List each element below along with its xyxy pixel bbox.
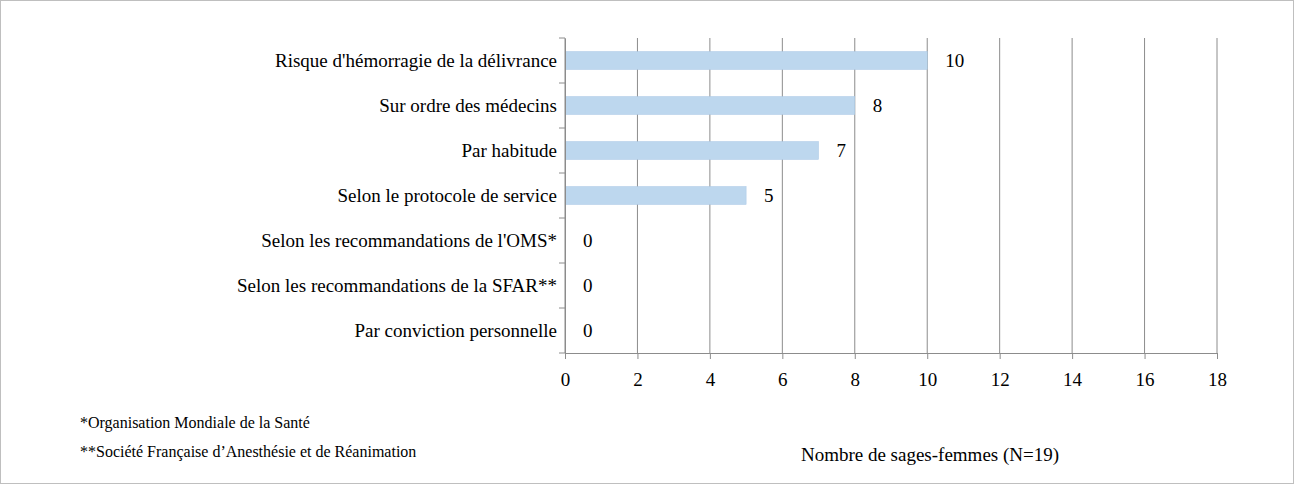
y-tick-label: Selon les recommandations de la SFAR** (237, 275, 557, 296)
x-tick: 14 (1063, 353, 1083, 390)
x-tick: 2 (633, 353, 643, 390)
y-tick-label: Par conviction personnelle (354, 320, 557, 341)
y-separator (559, 38, 565, 39)
x-tick-mark (637, 353, 638, 359)
grid-line (927, 38, 928, 353)
x-axis: 0 2 4 6 8 10 12 14 16 18 (561, 353, 1227, 390)
y-tick-label: Selon le protocole de service (338, 185, 557, 206)
y-tick-label: Sur ordre des médecins (379, 95, 557, 116)
x-axis-title: Nombre de sages-femmes (N=19) (801, 444, 1059, 466)
x-tick-label: 4 (706, 369, 716, 390)
y-tick-label: Risque d'hémorragie de la délivrance (275, 50, 557, 71)
chart: 10 8 7 5 0 0 0 0 2 4 6 8 10 12 14 16 18 Risque d'hémorrag… (0, 0, 1294, 484)
data-labels: 10 8 7 5 0 0 0 (583, 50, 964, 341)
x-tick-mark (1000, 353, 1001, 359)
y-separator (559, 218, 565, 219)
bar (565, 52, 927, 70)
grid-line (999, 38, 1000, 353)
y-axis-line (565, 39, 566, 354)
grid-line (565, 38, 566, 353)
y-tick: Selon les recommandations de la SFAR** (237, 275, 565, 296)
y-tick: Selon le protocole de service (338, 185, 565, 206)
y-separator (559, 353, 565, 354)
x-tick-label: 8 (851, 369, 861, 390)
x-tick: 8 (851, 353, 861, 390)
x-tick: 10 (918, 353, 937, 390)
y-separator (559, 308, 565, 309)
y-tick: Par habitude (461, 140, 565, 161)
y-tick-label: Selon les recommandations de l'OMS* (261, 230, 557, 251)
y-separator (559, 263, 565, 264)
x-tick-mark (782, 353, 783, 359)
x-tick-mark (1072, 353, 1073, 359)
frame (1, 1, 1294, 484)
grid-line (1072, 38, 1073, 353)
x-tick-label: 12 (991, 369, 1010, 390)
x-tick: 16 (1136, 353, 1155, 390)
x-axis-line (566, 354, 1218, 360)
x-tick-label: 6 (778, 369, 788, 390)
x-tick: 4 (706, 353, 716, 390)
data-label: 0 (583, 275, 593, 296)
data-label: 0 (583, 320, 593, 341)
grid-line (1217, 38, 1218, 353)
y-tick: Par conviction personnelle (354, 320, 565, 341)
x-tick: 18 (1208, 353, 1227, 390)
x-tick-mark (927, 353, 928, 359)
x-tick-label: 2 (633, 369, 643, 390)
y-tick: Sur ordre des médecins (379, 95, 565, 116)
y-separators (559, 38, 565, 353)
y-separator (559, 83, 565, 84)
y-tick-label: Par habitude (461, 140, 557, 161)
x-tick-label: 16 (1136, 369, 1155, 390)
x-tick-mark (710, 353, 711, 359)
footnote: *Organisation Mondiale de la Santé (80, 414, 310, 432)
y-axis: Risque d'hémorragie de la délivrance Sur … (237, 39, 565, 354)
footnotes: *Organisation Mondiale de la Santé **Soci… (80, 414, 416, 461)
x-tick: 6 (778, 353, 788, 390)
x-tick: 12 (991, 353, 1010, 390)
y-tick: Risque d'hémorragie de la délivrance (275, 50, 565, 71)
y-separator (559, 128, 565, 129)
data-label: 10 (945, 50, 964, 71)
grid (565, 38, 1217, 353)
y-tick: Selon les recommandations de l'OMS* (261, 230, 565, 251)
grid-line (1144, 38, 1145, 353)
x-tick: 0 (561, 353, 571, 390)
x-tick-label: 14 (1063, 369, 1083, 390)
y-separator (559, 173, 565, 174)
x-tick-mark (1217, 353, 1218, 359)
data-label: 0 (583, 230, 593, 251)
data-label: 5 (764, 185, 774, 206)
grid-line (782, 38, 783, 353)
data-label: 8 (873, 95, 883, 116)
bar (565, 97, 855, 115)
x-tick-label: 0 (561, 369, 571, 390)
grid-line (854, 38, 855, 353)
x-tick-mark (565, 353, 566, 359)
bar (565, 142, 819, 160)
bar (565, 187, 746, 205)
data-label: 7 (837, 140, 847, 161)
x-tick-label: 18 (1208, 369, 1227, 390)
x-tick-mark (855, 353, 856, 359)
x-tick-mark (1145, 353, 1146, 359)
footnote: **Société Française d’Anesthésie et de R… (80, 443, 416, 461)
x-tick-label: 10 (918, 369, 937, 390)
bars (565, 52, 927, 205)
